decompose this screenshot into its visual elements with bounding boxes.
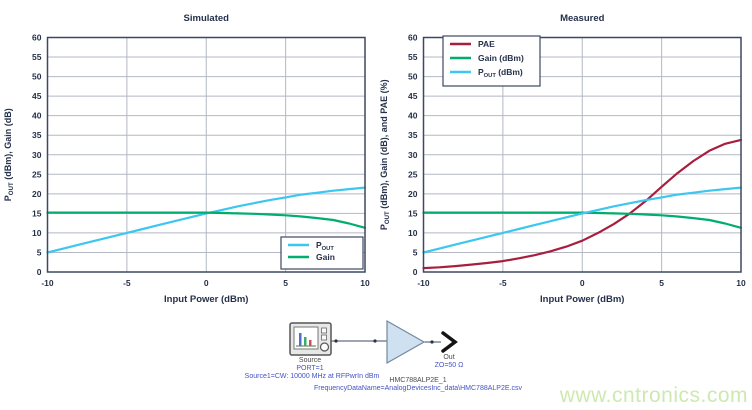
legend-label-p-out: POUT: [316, 240, 334, 252]
svg-text:55: 55: [32, 52, 42, 62]
gridlines: [47, 37, 365, 272]
legend-label-gain-dbm: Gain (dBm): [478, 53, 524, 63]
amplifier-icon: [386, 319, 426, 365]
svg-text:0: 0: [204, 278, 209, 288]
svg-text:45: 45: [408, 91, 418, 101]
simulated-chart-svg: Simulated 0 5 10 15 20 25 30 35 40 45 50 55 60 -10 -5 0 5…: [3, 13, 370, 305]
amp-param-label: FrequencyDataName=AnalogDevicesInc_data\…: [314, 385, 522, 392]
svg-text:15: 15: [408, 208, 418, 218]
svg-text:5: 5: [659, 278, 664, 288]
signal-source-icon: [289, 322, 332, 356]
amp-name-label: HMC788ALP2E_1: [389, 377, 447, 384]
y-tick-labels: 0 5 10 15 20 25 30 35 40 45 50 55 60: [408, 33, 418, 278]
svg-text:-5: -5: [499, 278, 507, 288]
svg-text:30: 30: [408, 150, 418, 160]
svg-text:25: 25: [32, 169, 42, 179]
wire-source-to-amp: [330, 339, 387, 343]
watermark: www.cntronics.com: [559, 384, 748, 407]
y-axis-label: POUT (dBm), Gain (dB), and PAE (%): [379, 79, 391, 230]
svg-text:50: 50: [32, 72, 42, 82]
svg-text:35: 35: [32, 130, 42, 140]
svg-text:25: 25: [408, 169, 418, 179]
measured-chart: Measured 0 5 10 15 20 25 30 35 40 45 50 55 60 -10 -5 0 5 1…: [376, 0, 752, 312]
svg-text:0: 0: [413, 267, 418, 277]
svg-text:10: 10: [360, 278, 370, 288]
svg-text:50: 50: [408, 72, 418, 82]
output-port-icon: [441, 331, 458, 353]
svg-text:60: 60: [32, 33, 42, 43]
source-param-label: Source1=CW: 10000 MHz at RFPwrIn dBm: [244, 373, 380, 380]
svg-text:-10: -10: [41, 278, 54, 288]
legend-box: PAE Gain (dBm) POUT (dBm): [442, 35, 541, 87]
x-axis-label: Input Power (dBm): [540, 294, 624, 305]
y-tick-labels: 0 5 10 15 20 25 30 35 40 45 50 55 60: [32, 33, 42, 278]
svg-text:0: 0: [37, 267, 42, 277]
svg-text:55: 55: [408, 52, 418, 62]
x-tick-labels: -10 -5 0 5 10: [417, 278, 746, 288]
wire-amp-to-out: [424, 340, 441, 344]
svg-text:5: 5: [413, 247, 418, 257]
legend-label-gain: Gain: [316, 252, 335, 262]
svg-text:60: 60: [408, 33, 418, 43]
series-line-gain: [46, 211, 367, 229]
chart-title: Simulated: [184, 13, 230, 24]
ads-schematic: [255, 315, 515, 410]
svg-text:-10: -10: [417, 278, 430, 288]
svg-text:30: 30: [32, 150, 42, 160]
svg-text:40: 40: [32, 111, 42, 121]
y-axis-label: POUT (dBm), Gain (dB): [3, 108, 15, 201]
svg-text:20: 20: [408, 189, 418, 199]
out-label: Out: [443, 354, 455, 361]
svg-text:5: 5: [283, 278, 288, 288]
svg-text:45: 45: [32, 91, 42, 101]
svg-text:5: 5: [37, 247, 42, 257]
series-line-p-out-dbm: [422, 186, 743, 254]
svg-text:40: 40: [408, 111, 418, 121]
svg-text:-5: -5: [123, 278, 131, 288]
source-label: Source: [298, 357, 322, 364]
plot-border: [422, 36, 742, 273]
svg-text:35: 35: [408, 130, 418, 140]
out-param-label: ZO=50 Ω: [434, 362, 464, 369]
schematic-svg: [289, 319, 458, 365]
source-port-label: PORT=1: [296, 365, 324, 372]
legend-label-pae: PAE: [478, 39, 495, 49]
legend-label-p-out-dbm: POUT (dBm): [478, 67, 523, 79]
chart-title: Measured: [560, 13, 605, 24]
svg-text:10: 10: [408, 228, 418, 238]
svg-text:20: 20: [32, 189, 42, 199]
x-axis-label: Input Power (dBm): [164, 294, 248, 305]
x-tick-labels: -10 -5 0 5 10: [41, 278, 370, 288]
svg-text:15: 15: [32, 208, 42, 218]
simulated-chart: Simulated 0 5 10 15 20 25 30 35 40 45 50 55 60 -10 -5 0 5…: [0, 0, 376, 312]
measured-chart-svg: Measured 0 5 10 15 20 25 30 35 40 45 50 55 60 -10 -5 0 5 1…: [379, 13, 746, 305]
plot-border: [46, 36, 366, 273]
series-line-pae: [422, 138, 743, 270]
svg-text:10: 10: [32, 228, 42, 238]
svg-text:10: 10: [736, 278, 746, 288]
svg-text:0: 0: [580, 278, 585, 288]
